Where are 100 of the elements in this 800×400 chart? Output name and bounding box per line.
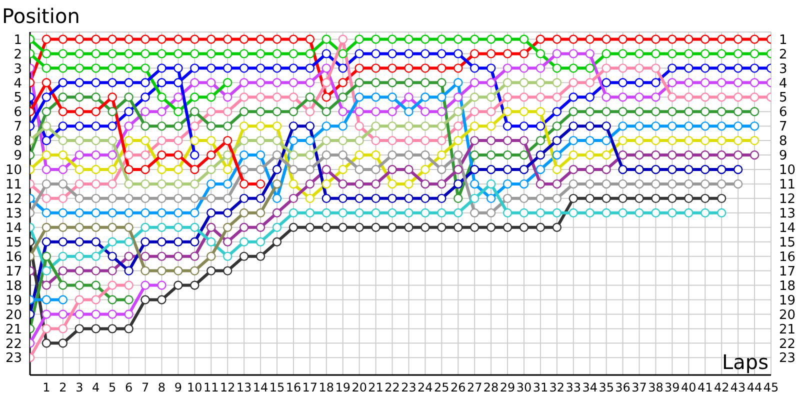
point [140, 280, 150, 290]
point [486, 78, 496, 88]
point [58, 92, 68, 102]
point [206, 266, 216, 276]
point [157, 237, 166, 246]
point [470, 208, 480, 218]
point [536, 64, 546, 73]
point [272, 121, 282, 131]
point [502, 179, 512, 189]
point [256, 64, 266, 73]
point [157, 295, 166, 304]
point [91, 78, 100, 88]
point [585, 34, 594, 44]
point [239, 92, 249, 102]
x-tick-label: 35 [598, 380, 614, 395]
point [190, 208, 200, 218]
y2-tick-label: 23 [779, 351, 796, 366]
point [420, 49, 430, 58]
point [404, 194, 414, 204]
point [684, 121, 694, 131]
point [190, 64, 200, 73]
point [305, 78, 315, 88]
point [486, 150, 496, 160]
point [585, 208, 594, 218]
point [338, 136, 348, 146]
point [190, 78, 200, 88]
point [140, 150, 150, 160]
point [420, 107, 430, 116]
point [108, 150, 117, 160]
point [536, 78, 546, 88]
point [750, 64, 760, 73]
point [157, 92, 166, 102]
point [157, 164, 166, 174]
point [651, 164, 660, 174]
point [157, 34, 166, 44]
point [91, 295, 100, 304]
point [256, 194, 266, 204]
point [58, 164, 68, 174]
y-tick-label: 18 [5, 278, 22, 294]
point [602, 150, 611, 160]
point [618, 49, 628, 58]
point [91, 310, 100, 319]
point [750, 150, 760, 160]
point [190, 194, 200, 204]
point [124, 252, 134, 261]
point [42, 49, 52, 58]
point [239, 64, 249, 73]
point [272, 92, 282, 102]
point [91, 280, 100, 290]
point [536, 107, 546, 116]
point [42, 34, 52, 44]
point [288, 49, 298, 58]
point [371, 208, 380, 218]
point [91, 136, 100, 146]
point [668, 34, 677, 44]
point [388, 222, 397, 232]
point [454, 208, 463, 218]
point [74, 194, 84, 204]
point [223, 222, 232, 232]
point [354, 179, 364, 189]
point [272, 208, 282, 218]
y2-tick-label: 6 [779, 105, 788, 120]
point [74, 324, 84, 334]
x-tick-label: 3 [76, 380, 84, 395]
point [651, 194, 660, 204]
point [157, 49, 166, 58]
point [223, 164, 232, 174]
point [668, 64, 677, 73]
point [585, 92, 594, 102]
point [502, 64, 512, 73]
point [206, 237, 216, 246]
point [256, 107, 266, 116]
point [668, 164, 677, 174]
x-tick-label: 5 [108, 380, 116, 395]
point [272, 64, 282, 73]
point [157, 107, 166, 116]
point [634, 121, 644, 131]
point [206, 150, 216, 160]
point [174, 136, 183, 146]
point [502, 194, 512, 204]
point [288, 64, 298, 73]
point [91, 64, 100, 73]
point [750, 121, 760, 131]
point [157, 121, 166, 131]
point [602, 194, 611, 204]
point [140, 49, 150, 58]
point [322, 208, 331, 218]
point [502, 222, 512, 232]
y-tick-label: 23 [5, 351, 22, 366]
point [618, 164, 628, 174]
point [618, 78, 628, 88]
point [486, 179, 496, 189]
point [470, 92, 480, 102]
point [74, 78, 84, 88]
point [74, 136, 84, 146]
x-tick-label: 41 [697, 380, 713, 395]
point [140, 78, 150, 88]
point [322, 150, 331, 160]
point [140, 237, 150, 246]
point [552, 121, 562, 131]
